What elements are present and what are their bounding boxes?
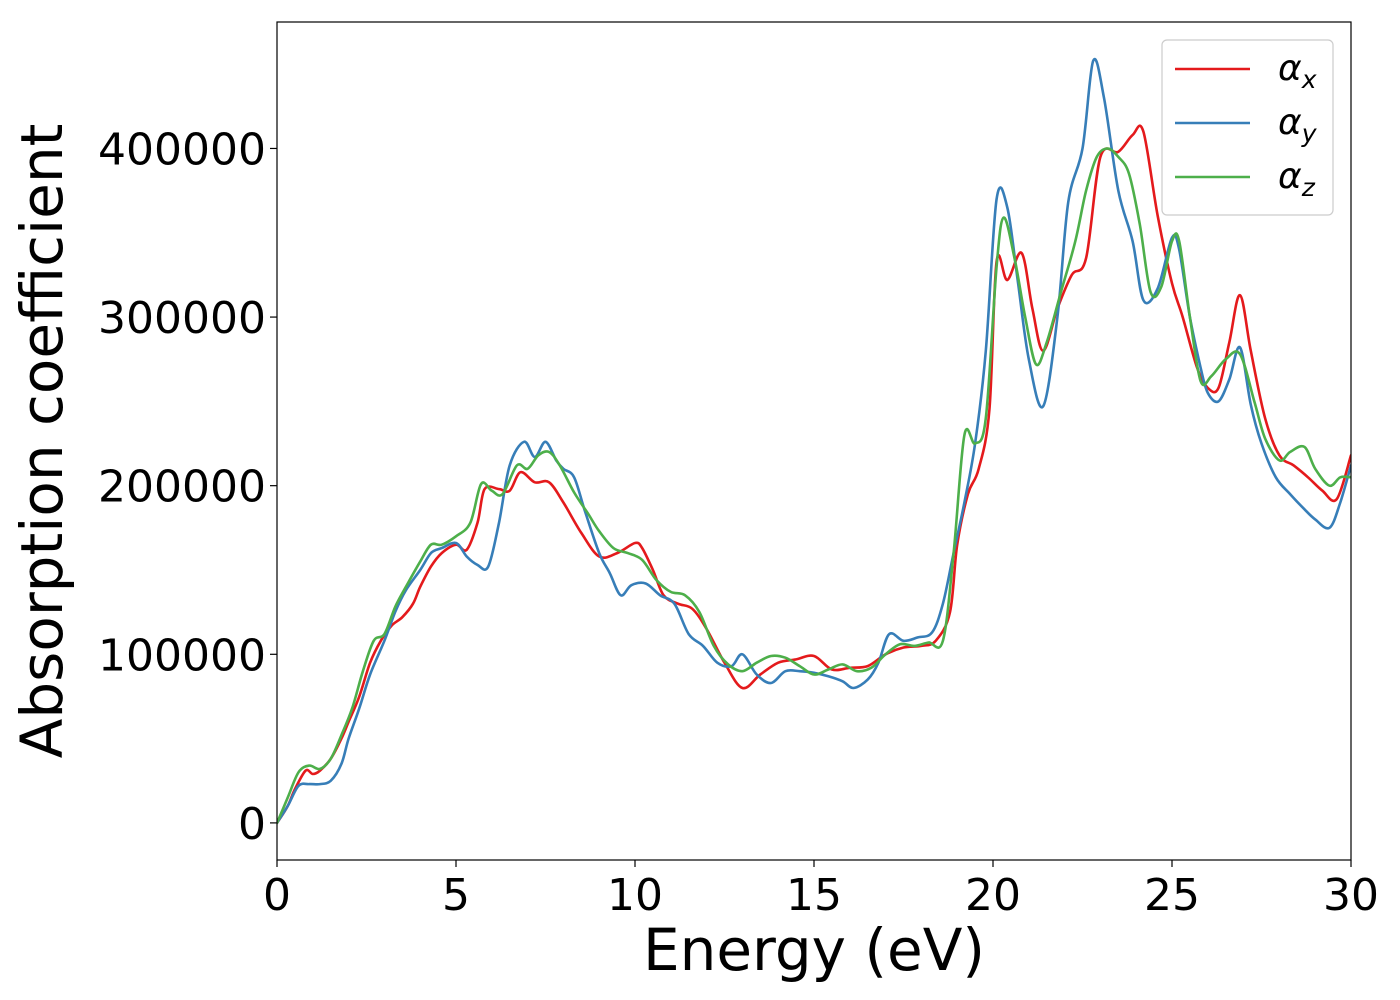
y-tick-label: 300000	[98, 293, 266, 344]
series-line-y	[277, 57, 1351, 825]
x-tick-label: 0	[263, 870, 291, 921]
legend-label: αy	[1278, 102, 1318, 148]
y-tick-label: 200000	[98, 462, 266, 513]
y-tick-label: 400000	[98, 124, 266, 175]
legend-label-subscript: x	[1301, 65, 1317, 94]
legend-item-y: αy	[1175, 102, 1318, 148]
series-layer	[277, 57, 1351, 825]
legend-label-symbol: α	[1278, 102, 1302, 143]
legend-item-z: αz	[1175, 156, 1316, 202]
x-tick-label: 5	[442, 870, 470, 921]
x-axis-title: Energy (eV)	[643, 916, 985, 984]
x-tick-label: 30	[1323, 870, 1379, 921]
series-line-x	[277, 124, 1351, 825]
legend-label-subscript: z	[1301, 173, 1316, 202]
legend-box	[1161, 39, 1334, 216]
x-tick-label: 25	[1144, 870, 1200, 921]
x-tick-label: 10	[607, 870, 663, 921]
y-axis: 0 100000 200000 300000 400000	[98, 124, 277, 850]
legend-label: αx	[1278, 48, 1317, 94]
x-axis: 0 5 10 15 20 25 30	[263, 860, 1379, 921]
x-tick-label: 15	[786, 870, 842, 921]
y-axis-title: Absorption coefficient	[8, 124, 76, 759]
x-tick-label: 20	[965, 870, 1021, 921]
y-tick-label: 100000	[98, 630, 266, 681]
y-tick-label: 0	[238, 799, 266, 850]
legend-label-symbol: α	[1278, 48, 1302, 89]
legend-label-symbol: α	[1278, 156, 1302, 197]
legend-label: αz	[1278, 156, 1316, 202]
legend-label-subscript: y	[1301, 119, 1318, 148]
series-line-z	[277, 147, 1351, 825]
legend-item-x: αx	[1175, 48, 1317, 94]
